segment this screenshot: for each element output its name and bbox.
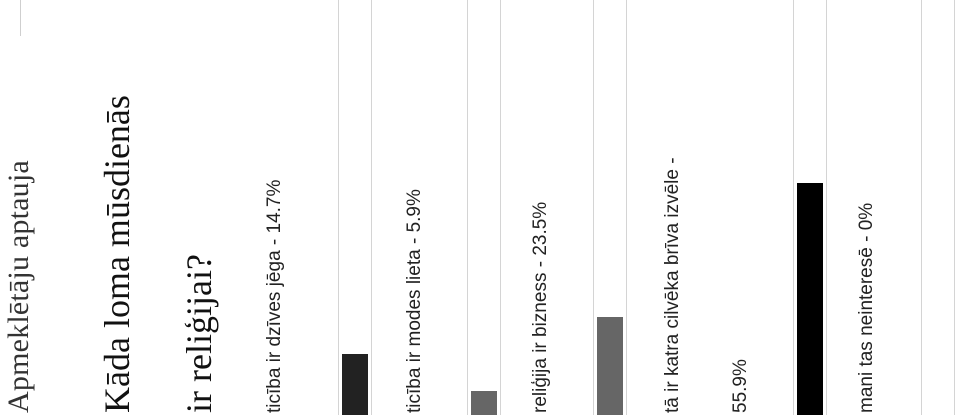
option-bar-track-3 — [593, 0, 627, 415]
option-bar-track-1 — [338, 0, 372, 415]
option-label-2: ticība ir modes lieta - 5.9% — [404, 189, 425, 413]
option-label-5: mani tas neinteresē - 0% — [856, 202, 877, 413]
option-bar-track-2 — [467, 0, 501, 415]
widget-title: Apmeklētāju aptauja — [2, 160, 35, 413]
option-bar-fill-1 — [342, 354, 368, 415]
title-divider — [20, 0, 21, 36]
option-label-4-line2: 55.9% — [730, 359, 751, 413]
option-bar-track-4 — [793, 0, 827, 415]
option-label-3: reliģija ir bizness - 23.5% — [530, 201, 551, 413]
option-bar-fill-2 — [471, 391, 497, 415]
option-bar-fill-4 — [797, 183, 823, 415]
poll-question-line1: Kāda loma mūsdienās — [97, 95, 137, 413]
option-bar-fill-3 — [597, 317, 623, 415]
poll-question-line2: ir reliģijai? — [179, 254, 219, 413]
option-label-1: ticība ir dzīves jēga - 14.7% — [264, 179, 285, 413]
option-label-4-line1: tā ir katra cilvēka brīva izvēle - — [662, 157, 683, 413]
option-bar-track-5 — [921, 0, 955, 415]
